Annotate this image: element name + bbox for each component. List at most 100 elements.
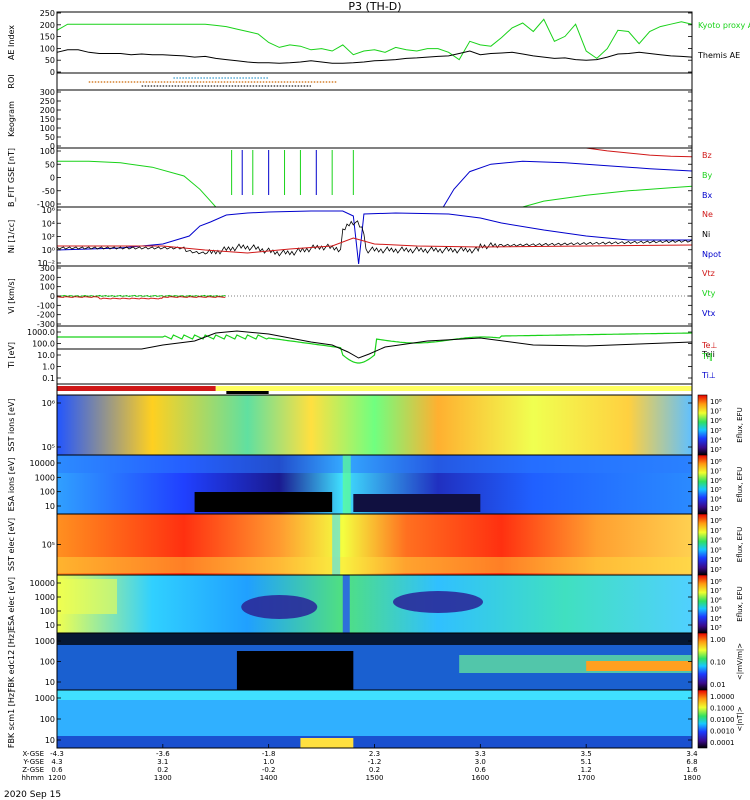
ytick-label-vi: 0 [50,292,55,301]
colorbar-tick-sst_ion: 10⁷ [710,408,722,416]
colorbar-tick-sst_ion: 10⁸ [710,398,722,406]
esa-elec-left [57,579,117,614]
esa-ion-upper [57,455,692,473]
date-label: 2020 Sep 15 [4,790,61,800]
colorbar-tick-fbk_scm: 0.1000 [710,705,735,713]
ytick-label-keogram: 0 [50,142,55,151]
colorbar-tick-fbk_scm: 0.0100 [710,716,735,724]
ytick-label-bfit: 0 [50,174,55,183]
panel-frame-bfit [56,147,693,208]
colorbar-sst_ion [697,394,708,456]
colorbar-sst_elec [697,513,708,576]
ylabel-sst_ion: SST ions [eV] [7,398,16,451]
ytick-label-esa_ion: 1000 [35,473,55,482]
colorbar-tick-esa_ion: 10⁷ [710,467,722,475]
ytick-label-ae: 200 [40,21,55,30]
xtick-label: 1500 [366,774,384,782]
bfit-series-by2 [522,185,693,208]
fbk-edc-black [236,651,354,690]
colorbar-tick-fbk_scm: 0.0001 [710,739,735,747]
ytick-label-bfit: 50 [45,160,55,169]
colorbar-tick-sst_ion: 10⁶ [710,417,722,425]
mode-bar-yellow [215,386,692,391]
ytick-label-vi: -200 [37,311,55,320]
ytick-label-vi: 300 [40,264,55,273]
colorbar-tick-fbk_scm: 1.0000 [710,693,735,701]
xaxis-row-label: hhmm [21,774,44,782]
ylabel-fbk_scm: FBK scm1 [Hz] [7,690,16,748]
xtick-label: -1.8 [262,750,276,758]
ytick-label-vi: 100 [40,283,55,292]
esa-elec-blob2 [393,591,483,613]
ytick-label-sst_ion: 10⁵ [42,443,55,452]
colorbar-label-sst_elec: Eflux, EFU [736,527,744,562]
legend-ti-par: Ti‖ [701,352,713,361]
esa-elec-blob1 [241,595,318,619]
bfit-series-bz [586,147,693,158]
ytick-label-esa_elec: 1000 [35,593,55,602]
xtick-label: 2.3 [369,750,380,758]
mode-bar-black [226,391,269,394]
ae-series-themis-ae [56,49,693,64]
xtick-label: -3.6 [156,750,170,758]
fbk-edc-top [57,633,692,645]
xaxis-row-label: Z-GSE [22,766,44,774]
bfit-series-bx [442,160,693,208]
colorbar-tick-fbk_edc: 0.01 [710,681,726,689]
ytick-label-fbk_scm: 10 [45,736,55,745]
ytick-label-sst_ion: 10⁶ [42,399,55,408]
xtick-label: -4.3 [50,750,64,758]
ytick-label-ae: 0 [50,68,55,77]
colorbar-label-esa_ion: Eflux, EFU [736,467,744,502]
ytick-label-esa_elec: 100 [40,607,55,616]
ytick-label-ti: 1.0 [42,363,55,372]
fbk-scm-top [57,690,692,700]
esa-ion-dark-core2 [353,494,481,512]
ytick-label-fbk_edc: 10 [45,678,55,687]
ytick-label-ae: 150 [40,33,55,42]
xtick-label: 1.0 [263,758,274,766]
ytick-label-ti: 0.1 [42,374,55,383]
ae-series-kyoto-proxy-ae [56,18,693,61]
ytick-label-ae: 250 [40,9,55,18]
ylabel-ae: AE Index [7,25,16,60]
xtick-label: -0.2 [262,766,276,774]
ytick-label-fbk_scm: 100 [40,715,55,724]
fbk-scm-bottom [57,736,692,748]
ytick-label-keogram: 150 [40,115,55,124]
ytick-label-esa_ion: 100 [40,488,55,497]
ytick-label-ti: 1000.0 [27,328,55,337]
legend-themis-ae: Themis AE [697,51,740,60]
panel-frame-keogram [56,89,693,149]
fbk-scm-spot [300,738,354,748]
heatmap-esa_elec [57,575,692,633]
fbk-edc-orange [586,661,692,671]
ylabel-ti: Ti [eV] [7,342,16,369]
panel-data [56,18,708,749]
ytick-label-fbk_edc: 100 [40,658,55,667]
ytick-label-esa_ion: 10000 [30,459,55,468]
colorbar-tick-esa_ion: 10³ [710,505,722,513]
ytick-label-fbk_scm: 1000 [35,694,55,703]
legend-ti-perp: Ti⊥ [701,371,716,380]
ytick-label-keogram: 300 [40,88,55,97]
colorbar-tick-fbk_edc: 0.10 [710,659,726,667]
legend-vty: Vty [702,289,716,298]
legend-kyoto-ae: Kyoto proxy AE [698,21,750,30]
xtick-label: 0.2 [157,766,168,774]
xaxis-row-label: X-GSE [22,750,44,758]
ytick-label-esa_ion: 10 [45,502,55,511]
colorbar-esa_elec [697,574,708,634]
ylabel-fbk_edc: FBK edc12 [Hz] [7,631,16,692]
colorbar-tick-esa_elec: 10⁶ [710,596,722,604]
ylabel-sst_elec: SST elec [eV] [7,518,16,571]
xtick-label: 1400 [260,774,278,782]
bfit-series-by [57,160,217,208]
colorbar-tick-esa_elec: 10⁵ [710,606,722,614]
legend-vtz: Vtz [702,269,715,278]
heatmap-sst_ion [57,395,692,455]
xtick-label: 0.2 [369,766,380,774]
xtick-label: 3.1 [157,758,168,766]
ytick-label-ae: 100 [40,44,55,53]
